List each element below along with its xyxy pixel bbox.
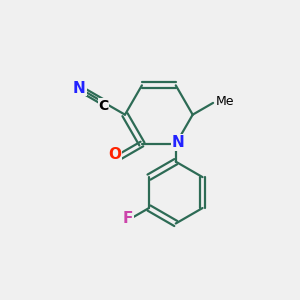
Text: N: N	[73, 80, 86, 95]
Text: O: O	[108, 147, 122, 162]
Text: Me: Me	[216, 95, 235, 108]
Text: F: F	[122, 211, 133, 226]
Text: C: C	[98, 99, 109, 113]
Text: N: N	[172, 135, 184, 150]
